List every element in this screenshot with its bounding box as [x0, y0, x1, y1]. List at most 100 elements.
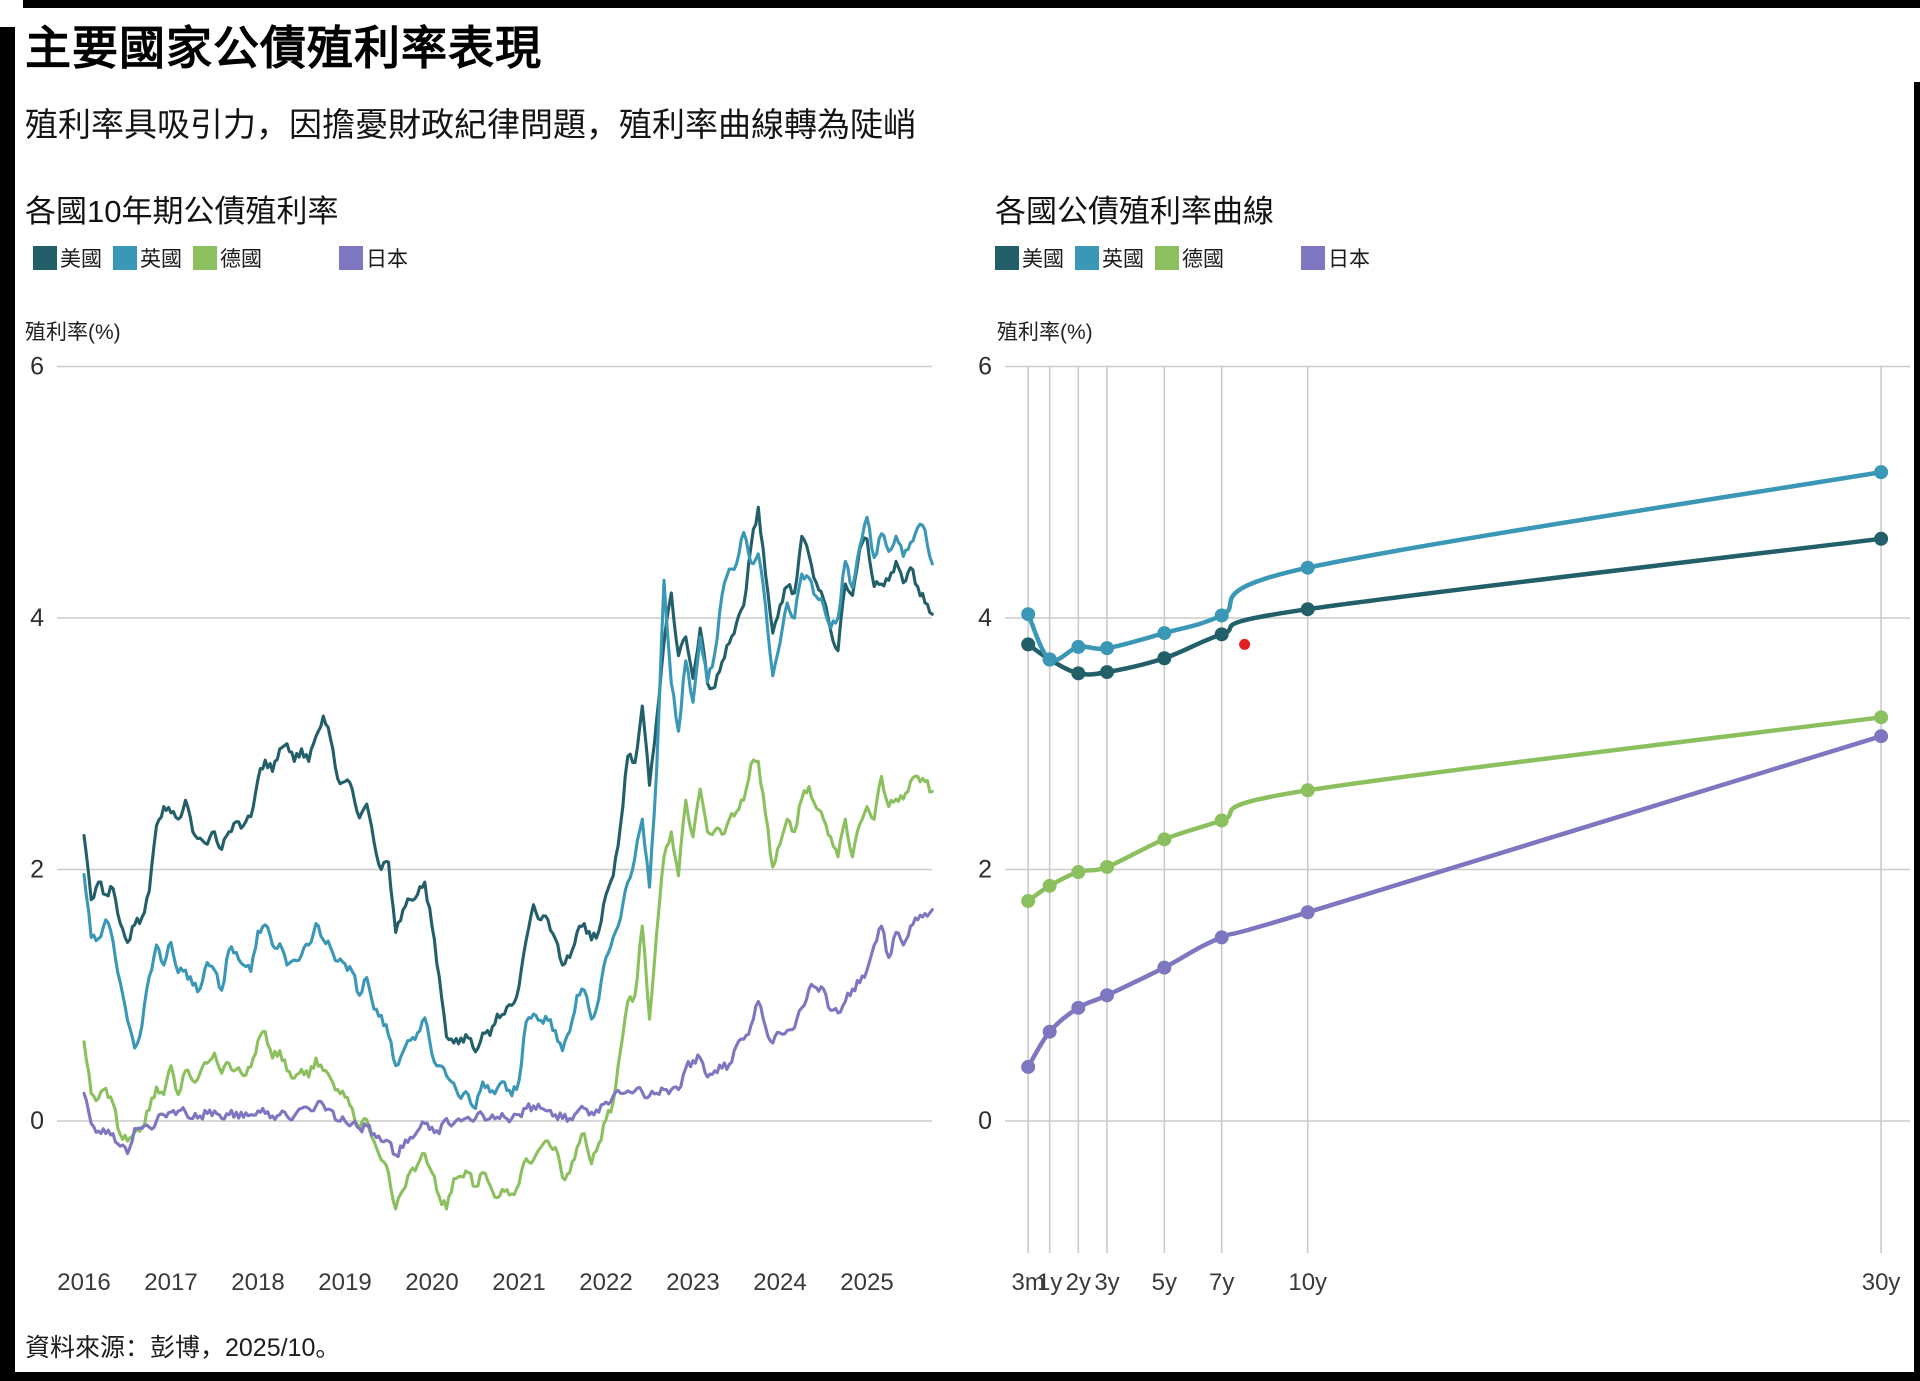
right-marker-2-5y — [1157, 832, 1172, 847]
right-y-tick-label: 4 — [978, 604, 992, 632]
left-y-tick-label: 4 — [30, 604, 44, 632]
right-marker-3-10y — [1300, 905, 1315, 920]
right-marker-0-5y — [1157, 651, 1172, 666]
left-x-tick-label: 2016 — [57, 1269, 110, 1296]
legend-label-uk: 英國 — [1102, 248, 1144, 271]
legend-swatch-de — [193, 246, 217, 270]
left-x-tick-label: 2021 — [492, 1269, 545, 1296]
right-chart-y-axis-label: 殖利率(%) — [997, 321, 1093, 344]
right-marker-1-3m — [1021, 607, 1036, 622]
right-x-tick-label: 5y — [1152, 1269, 1177, 1296]
left-series-line-3 — [82, 908, 934, 1159]
right-marker-0-10y — [1300, 602, 1315, 617]
legend-item-jp: 日本 — [339, 243, 408, 273]
right-marker-1-3y — [1100, 641, 1115, 656]
right-marker-3-5y — [1157, 960, 1172, 975]
right-marker-3-7y — [1214, 930, 1229, 945]
right-marker-1-5y — [1157, 626, 1172, 641]
legend-item-us: 美國 — [995, 243, 1064, 273]
right-marker-0-7y — [1214, 627, 1229, 642]
right-curve-1 — [1025, 469, 1884, 663]
source-note: 資料來源：彭博，2025/10。 — [25, 1334, 341, 1362]
right-marker-1-30y — [1874, 465, 1889, 480]
right-x-tick-label: 30y — [1862, 1269, 1901, 1296]
right-marker-3-2y — [1071, 1000, 1086, 1015]
page-subtitle: 殖利率具吸引力，因擔憂財政紀律問題，殖利率曲線轉為陡峭 — [25, 106, 916, 143]
left-x-tick-label: 2023 — [666, 1269, 719, 1296]
right-x-tick-label: 2y — [1066, 1269, 1091, 1296]
right-marker-0-3m — [1021, 637, 1036, 652]
left-y-tick-label: 0 — [30, 1107, 44, 1135]
legend-item-de: 德國 — [193, 243, 262, 273]
right-curve-0 — [1025, 536, 1884, 677]
left-series-line-2 — [82, 758, 934, 1211]
red-annotation-dot — [1239, 638, 1251, 650]
legend-swatch-us — [995, 246, 1019, 270]
legend-item-us: 美國 — [33, 243, 102, 273]
legend-label-jp: 日本 — [366, 248, 408, 271]
legend-label-de: 德國 — [220, 248, 262, 271]
legend-swatch-jp — [339, 246, 363, 270]
right-marker-1-10y — [1300, 560, 1315, 575]
legend-swatch-jp — [1301, 246, 1325, 270]
legend-item-uk: 英國 — [1075, 243, 1144, 273]
left-x-tick-label: 2020 — [405, 1269, 458, 1296]
left-chart-y-axis-label: 殖利率(%) — [25, 321, 121, 344]
left-y-tick-label: 6 — [30, 353, 44, 381]
right-marker-3-1y — [1042, 1024, 1057, 1039]
legend-item-de: 德國 — [1155, 243, 1224, 273]
legend-item-jp: 日本 — [1301, 243, 1370, 273]
right-marker-3-3m — [1021, 1059, 1036, 1074]
right-marker-2-3m — [1021, 893, 1036, 908]
right-marker-2-7y — [1214, 813, 1229, 828]
left-x-tick-label: 2025 — [840, 1269, 893, 1296]
right-x-tick-label: 1y — [1037, 1269, 1062, 1296]
right-chart-legend: 美國 英國 德國 日本 — [995, 243, 1381, 273]
right-marker-2-3y — [1100, 859, 1115, 874]
page-border-right — [1914, 82, 1920, 1381]
left-x-tick-label: 2022 — [579, 1269, 632, 1296]
right-marker-0-3y — [1100, 665, 1115, 680]
page-border-left — [0, 27, 15, 1381]
left-x-tick-label: 2017 — [144, 1269, 197, 1296]
left-chart-title: 各國10年期公債殖利率 — [25, 194, 339, 229]
legend-label-jp: 日本 — [1328, 248, 1370, 271]
legend-item-uk: 英國 — [113, 243, 182, 273]
right-x-tick-label: 10y — [1288, 1269, 1327, 1296]
left-x-tick-label: 2019 — [318, 1269, 371, 1296]
left-chart-legend: 美國 英國 德國 日本 — [33, 243, 419, 273]
right-marker-1-7y — [1214, 608, 1229, 623]
legend-swatch-uk — [113, 246, 137, 270]
left-x-tick-label: 2024 — [753, 1269, 806, 1296]
right-marker-0-2y — [1071, 666, 1086, 681]
legend-label-us: 美國 — [60, 248, 102, 271]
legend-label-us: 美國 — [1022, 248, 1064, 271]
legend-swatch-uk — [1075, 246, 1099, 270]
right-chart-title: 各國公債殖利率曲線 — [995, 194, 1274, 229]
right-y-tick-label: 2 — [978, 856, 992, 884]
right-marker-0-30y — [1874, 531, 1889, 546]
left-series-line-0 — [82, 505, 934, 1054]
right-x-tick-label: 7y — [1209, 1269, 1234, 1296]
right-marker-2-30y — [1874, 710, 1889, 725]
legend-swatch-us — [33, 246, 57, 270]
legend-swatch-de — [1155, 246, 1179, 270]
right-curve-3 — [1025, 733, 1884, 1070]
right-y-tick-label: 6 — [978, 353, 992, 381]
right-curve-2 — [1025, 715, 1884, 904]
left-y-tick-label: 2 — [30, 856, 44, 884]
right-marker-2-10y — [1300, 783, 1315, 798]
right-x-tick-label: 3m — [1011, 1269, 1044, 1296]
page-border-bottom — [0, 1372, 1920, 1381]
right-y-tick-label: 0 — [978, 1107, 992, 1135]
right-x-tick-label: 3y — [1094, 1269, 1119, 1296]
right-marker-3-30y — [1874, 729, 1889, 744]
right-marker-2-2y — [1071, 865, 1086, 880]
legend-label-uk: 英國 — [140, 248, 182, 271]
left-series-line-1 — [82, 515, 934, 1110]
legend-label-de: 德國 — [1182, 248, 1224, 271]
right-marker-2-1y — [1042, 878, 1057, 893]
right-marker-1-1y — [1042, 652, 1057, 667]
page-title: 主要國家公債殖利率表現 — [25, 22, 542, 74]
